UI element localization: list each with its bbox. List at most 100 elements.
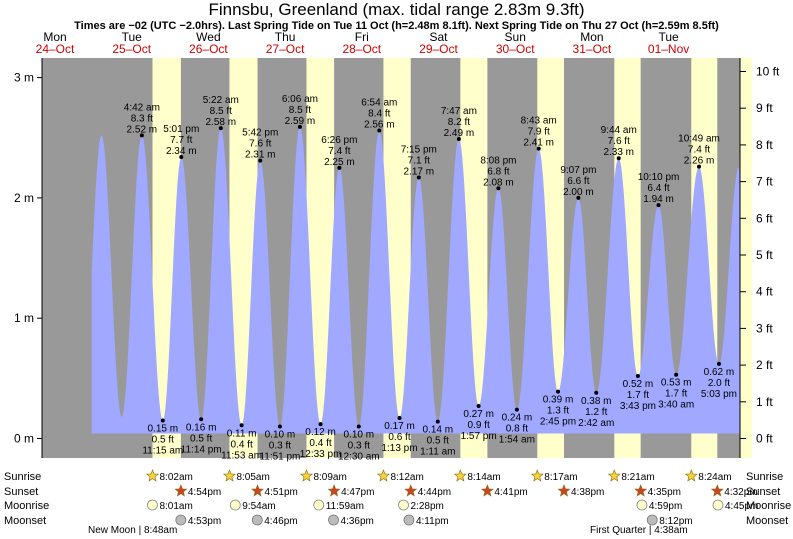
low-tide-ft-label: 0.5 ft [427, 436, 449, 447]
moon-phase-label: First Quarter | 4:38am [590, 525, 688, 536]
moonrise-icon [313, 499, 325, 511]
date-label: 31–Oct [573, 42, 612, 56]
low-tide-m-label: 0.12 m [305, 427, 336, 438]
moonset-time-label: 4:11pm [416, 516, 449, 527]
high-tide-m-label: 2.58 m [205, 117, 236, 128]
high-tide-m-label: 2.25 m [324, 157, 355, 168]
sunset-time-label: 4:35pm [648, 487, 681, 498]
moonset-time-label: 4:36pm [341, 516, 374, 527]
low-tide-point [397, 416, 402, 421]
high-tide-time-label: 6:06 am [282, 94, 318, 105]
low-tide-time-label: 5:03 pm [701, 389, 737, 400]
moonrise-time-label: 11:59am [326, 501, 364, 512]
high-tide-time-label: 7:47 am [441, 106, 477, 117]
moonrise-time-label: 2:28pm [411, 501, 444, 512]
high-tide-m-label: 2.31 m [245, 150, 276, 161]
moonrise-icon [398, 499, 409, 511]
low-tide-ft-label: 1.7 ft [627, 390, 649, 401]
low-tide-time-label: 12:33 pm [300, 449, 342, 460]
daylight-band [740, 58, 752, 458]
sunset-time-label: 4:32pm [724, 487, 757, 498]
high-tide-time-label: 4:42 am [124, 102, 160, 113]
sunrise-time-label: 8:02am [159, 472, 192, 483]
sunset-icon [251, 484, 264, 497]
low-tide-time-label: 3:40 am [658, 400, 694, 411]
high-tide-time-label: 10:10 pm [638, 172, 680, 183]
high-tide-point [258, 158, 263, 163]
sunrise-time-label: 8:05am [236, 472, 269, 483]
high-tide-time-label: 5:01 pm [163, 124, 199, 135]
high-tide-point [697, 164, 702, 169]
sunrise-icon [222, 469, 236, 482]
low-tide-ft-label: 0.9 ft [468, 420, 490, 431]
row-label-left: Moonset [4, 515, 46, 527]
day-of-week-label: Wed [196, 30, 220, 44]
sunrise-time-label: 8:12am [390, 472, 423, 483]
moonrise-icon [147, 499, 158, 511]
high-tide-point [377, 128, 382, 133]
high-tide-ft-label: 7.4 ft [688, 145, 710, 156]
date-label: 26–Oct [189, 42, 228, 56]
low-tide-m-label: 0.15 m [148, 423, 179, 434]
sunset-icon [404, 484, 418, 497]
low-tide-m-label: 0.53 m [661, 378, 692, 389]
day-of-week-label: Thu [275, 30, 296, 44]
day-of-week-label: Sun [505, 30, 526, 44]
row-label-right: Moonrise [746, 500, 791, 512]
sunset-icon [174, 484, 188, 497]
high-tide-point [218, 126, 223, 131]
date-label: 01–Nov [648, 42, 689, 56]
date-label: 28–Oct [342, 42, 381, 56]
low-tide-ft-label: 0.6 ft [388, 432, 410, 443]
high-tide-time-label: 5:42 pm [242, 128, 278, 139]
high-tide-time-label: 10:49 am [678, 134, 720, 145]
low-tide-m-label: 0.11 m [227, 428, 257, 439]
right-axis-tick-label: 4 ft [756, 285, 773, 299]
low-tide-ft-label: 1.3 ft [547, 406, 569, 417]
low-tide-m-label: 0.24 m [502, 413, 533, 424]
low-tide-m-label: 0.17 m [384, 421, 415, 432]
sunrise-icon [376, 469, 390, 482]
sunrise-icon [607, 469, 621, 482]
high-tide-m-label: 2.59 m [285, 116, 316, 127]
high-tide-ft-label: 8.2 ft [448, 117, 470, 128]
sunrise-icon [453, 469, 467, 482]
low-tide-point [318, 422, 323, 427]
high-tide-time-label: 9:07 pm [560, 165, 596, 176]
low-tide-point [556, 389, 560, 394]
low-tide-ft-label: 0.8 ft [506, 424, 528, 435]
right-axis-tick-label: 5 ft [756, 248, 773, 262]
high-tide-ft-label: 6.6 ft [567, 176, 589, 187]
moonrise-icon [229, 499, 241, 511]
right-axis-tick-label: 7 ft [756, 175, 773, 189]
high-tide-time-label: 6:54 am [361, 98, 397, 109]
low-tide-m-label: 0.39 m [543, 395, 574, 406]
high-tide-point [139, 133, 144, 138]
low-tide-m-label: 0.14 m [422, 425, 453, 436]
high-tide-ft-label: 7.7 ft [170, 135, 192, 146]
chart-subtitle: Times are −02 (UTC −2.0hrs). Last Spring… [74, 20, 719, 32]
right-axis-tick-label: 9 ft [756, 101, 773, 115]
low-tide-time-label: 12:30 am [338, 451, 380, 462]
sunset-icon [327, 484, 341, 497]
sunset-time-label: 4:41pm [494, 487, 527, 498]
sunrise-time-label: 8:24am [698, 472, 731, 483]
low-tide-time-label: 1:57 pm [461, 431, 497, 442]
high-tide-ft-label: 7.6 ft [249, 139, 271, 150]
date-label: 25–Oct [112, 42, 151, 56]
high-tide-point [656, 203, 661, 208]
sunrise-icon [684, 469, 698, 482]
low-tide-time-label: 1:54 am [499, 435, 535, 446]
sunset-time-label: 4:44pm [418, 487, 451, 498]
sunset-icon [557, 484, 571, 497]
low-tide-m-label: 0.27 m [463, 409, 494, 420]
low-tide-m-label: 0.10 m [344, 429, 375, 440]
moonset-icon [251, 514, 263, 526]
low-tide-ft-label: 2.0 ft [708, 378, 730, 389]
high-tide-ft-label: 7.9 ft [528, 127, 550, 138]
left-axis-tick-label: 3 m [14, 71, 34, 85]
sunset-icon [710, 484, 724, 497]
day-of-week-label: Fri [355, 30, 369, 44]
low-tide-point [435, 419, 440, 424]
